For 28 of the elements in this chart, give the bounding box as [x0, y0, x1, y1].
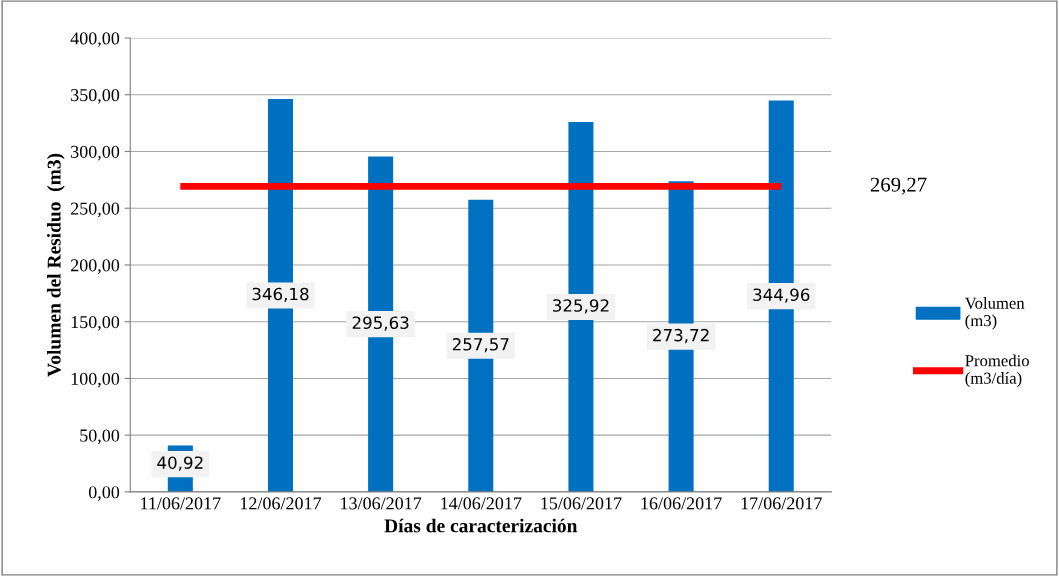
y-tick-label: 150,00 [71, 315, 120, 331]
y-tick-label: 400,00 [70, 32, 120, 48]
x-tick-label: 14/06/2017 [441, 497, 522, 510]
data-label: 346,18 [252, 287, 309, 303]
x-tick-label: 17/06/2017 [741, 497, 822, 510]
data-label: 40,92 [157, 456, 203, 471]
x-tick-label: 11/06/2017 [141, 497, 221, 510]
x-tick-label: 13/06/2017 [341, 497, 422, 510]
x-axis-title: Días de caracterización [384, 518, 578, 533]
y-tick-label: 100,00 [71, 372, 120, 388]
y-tick-label: 200,00 [70, 259, 120, 274]
y-tick-label: 250,00 [70, 202, 120, 218]
data-label: 344,96 [753, 288, 810, 303]
x-tick-label: 15/06/2017 [541, 497, 622, 510]
legend-label: Volumen (m3) [964, 297, 1025, 330]
x-tick-label: 16/06/2017 [641, 497, 722, 510]
y-tick-label: 300,00 [71, 145, 120, 161]
x-tick-label: 12/06/2017 [240, 497, 322, 510]
y-tick-label: 0,00 [88, 486, 120, 501]
legend-label: Promedio (m3/día) [965, 354, 1029, 388]
y-tick-label: 350,00 [71, 89, 120, 104]
text: 269,27 [870, 177, 927, 195]
data-label: 273,72 [653, 328, 709, 344]
data-label: 325,92 [553, 299, 609, 314]
data-label: 257,57 [452, 338, 509, 353]
data-label: 295,63 [352, 316, 409, 331]
y-tick-label: 50,00 [80, 429, 120, 445]
y-axis-title: Volumen del Residuo (m3) [47, 153, 65, 377]
